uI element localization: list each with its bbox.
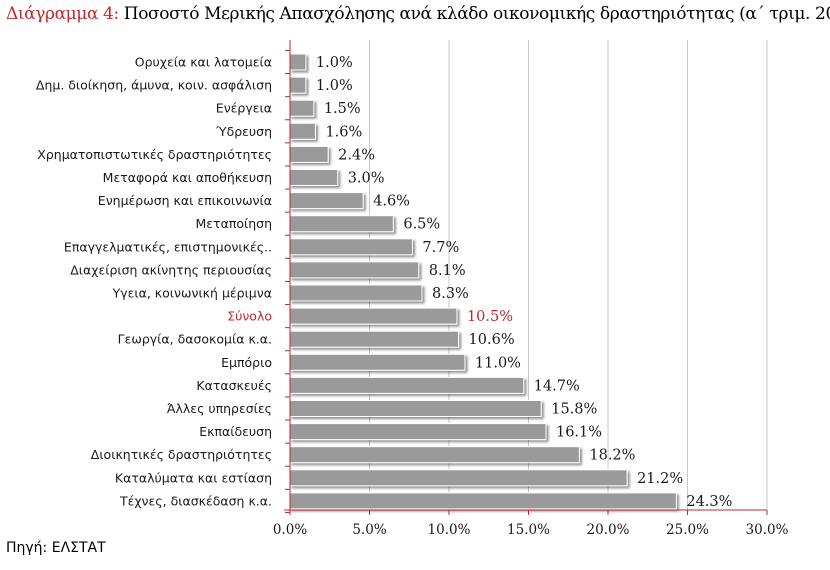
value-label: 15.8%	[551, 402, 597, 418]
category-label: Τέχνες, διασκέδαση κ.α.	[119, 493, 272, 508]
bar	[289, 284, 423, 302]
bar	[289, 423, 547, 441]
x-tick-label: 20.0%	[587, 522, 630, 538]
category-label: Ενέργεια	[216, 101, 272, 116]
value-label: 4.6%	[373, 194, 410, 210]
bar	[289, 469, 628, 487]
bar	[289, 53, 307, 71]
x-tick-label: 15.0%	[507, 522, 550, 538]
value-label: 3.0%	[348, 171, 385, 187]
bar	[289, 192, 364, 210]
value-label: 1.0%	[316, 78, 353, 94]
bar	[289, 76, 307, 94]
value-label: 2.4%	[338, 147, 375, 163]
category-label: Διαχείριση ακίνητης περιουσίας	[70, 262, 272, 277]
category-label: Μεταποίηση	[196, 216, 272, 231]
category-label: Άλλες υπηρεσίες	[167, 401, 272, 416]
chart-title: Διάγραμμα 4: Ποσοστό Μερικής Απασχόλησης…	[6, 4, 830, 24]
x-tick-label: 10.0%	[428, 522, 471, 538]
value-label: 7.7%	[422, 240, 459, 256]
category-label: Ενημέρωση και επικοινωνία	[98, 193, 272, 208]
chart-title-text: Ποσοστό Μερικής Απασχόλησης ανά κλάδο οι…	[123, 4, 830, 24]
bar	[289, 145, 329, 163]
category-label: Διοικητικές δραστηριότητες	[91, 447, 272, 462]
value-label: 14.7%	[534, 378, 580, 394]
bar	[289, 99, 315, 117]
value-label: 16.1%	[556, 425, 602, 441]
value-label: 1.5%	[324, 101, 361, 117]
category-label: Καταλύματα και εστίαση	[115, 470, 272, 485]
category-label: Δημ. διοίκηση, άμυνα, κοιν. ασφάλιση	[36, 78, 272, 93]
bar	[289, 215, 394, 233]
value-labels: 1.0% 1.0% 1.5% 1.6% 2.4% 3.0% 4.6% 6.5% 7.7% 8.1%…	[316, 55, 733, 510]
value-label: 24.3%	[686, 494, 732, 510]
value-label: 8.3%	[432, 286, 469, 302]
source-note: Πηγή: ΕΛΣΤΑΤ	[6, 540, 106, 556]
axes	[284, 40, 768, 515]
bar	[289, 446, 580, 464]
bar	[289, 238, 413, 256]
bar	[289, 330, 460, 348]
category-label: Εκπαίδευση	[199, 424, 272, 439]
tick-labels: 0.0% 5.0% 10.0% 15.0% 20.0% 25.0% 30.0%	[273, 522, 789, 538]
bar	[289, 307, 458, 325]
category-label: Χρηματοπιστωτικές δραστηριότητες	[37, 147, 272, 162]
category-label: Σύνολο	[227, 309, 272, 324]
bar	[289, 376, 525, 394]
value-label: 21.2%	[637, 471, 683, 487]
category-label: Ορυχεία και λατομεία	[135, 55, 272, 70]
x-tick-label: 25.0%	[666, 522, 709, 538]
category-label: Κατασκευές	[196, 378, 272, 393]
value-label: 11.0%	[475, 355, 521, 371]
value-label: 1.0%	[316, 55, 353, 71]
category-label: Υγεια, κοινωνική μέριμνα	[112, 286, 272, 301]
value-label: 18.2%	[589, 448, 635, 464]
category-label: Εμπόριο	[221, 355, 272, 370]
category-label: Επαγγελματικές, επιστημονικές..	[64, 239, 272, 254]
bar	[289, 261, 420, 279]
value-label: 10.6%	[469, 332, 515, 348]
bar	[289, 122, 316, 140]
x-tick-label: 30.0%	[746, 522, 789, 538]
value-label: 10.5%	[467, 309, 513, 325]
category-label: Ύδρευση	[215, 124, 272, 139]
bar	[289, 353, 466, 371]
chart-title-prefix: Διάγραμμα 4:	[6, 4, 119, 24]
value-label: 1.6%	[325, 124, 362, 140]
value-label: 8.1%	[429, 263, 466, 279]
bars	[289, 53, 677, 510]
bar	[289, 400, 542, 417]
category-label: Γεωργία, δασοκομία κ.α.	[118, 332, 272, 347]
x-tick-label: 0.0%	[273, 522, 307, 538]
bar	[289, 492, 677, 510]
x-tick-label: 5.0%	[352, 522, 386, 538]
bar	[289, 169, 339, 186]
category-label: Μεταφορά και αποθήκευση	[103, 170, 272, 185]
category-labels: Ορυχεία και λατομεία Δημ. διοίκηση, άμυνα…	[36, 55, 272, 509]
value-label: 6.5%	[403, 217, 440, 233]
